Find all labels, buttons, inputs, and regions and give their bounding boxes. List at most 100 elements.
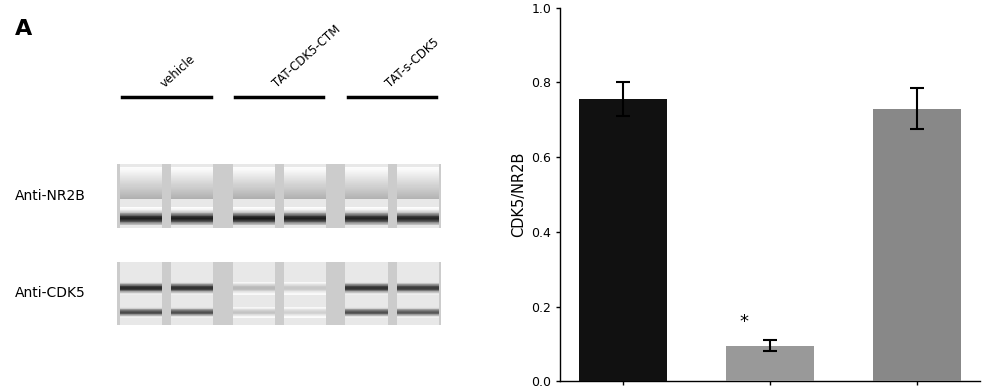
Bar xyxy=(171,289,213,290)
Bar xyxy=(233,207,275,208)
Bar xyxy=(171,286,213,287)
Bar xyxy=(120,311,162,312)
Bar xyxy=(284,172,326,173)
Bar xyxy=(284,291,326,292)
Bar xyxy=(873,109,961,381)
Bar xyxy=(345,216,388,217)
Bar xyxy=(171,286,213,287)
Bar xyxy=(397,223,439,224)
Bar xyxy=(233,183,275,184)
Bar xyxy=(120,286,162,287)
Bar xyxy=(397,220,439,221)
Bar xyxy=(171,210,213,211)
Bar xyxy=(345,286,388,287)
Bar xyxy=(171,211,213,212)
Bar xyxy=(397,172,439,173)
Bar xyxy=(284,217,326,218)
Bar xyxy=(171,283,213,284)
Bar xyxy=(233,216,275,217)
Bar xyxy=(397,287,439,288)
Bar xyxy=(120,171,162,172)
Bar xyxy=(397,284,439,285)
Bar xyxy=(171,182,213,183)
Bar xyxy=(345,286,388,287)
Bar xyxy=(171,224,213,225)
Bar xyxy=(120,168,162,170)
Bar xyxy=(233,176,275,177)
Bar xyxy=(120,209,162,210)
Bar xyxy=(345,224,388,225)
Bar xyxy=(397,192,439,193)
Bar xyxy=(233,215,275,216)
Bar xyxy=(233,286,275,287)
Bar xyxy=(284,213,326,214)
Bar xyxy=(284,193,326,194)
Bar xyxy=(171,176,213,177)
Bar xyxy=(120,194,162,195)
Bar xyxy=(345,196,388,197)
Bar xyxy=(120,315,162,316)
Bar xyxy=(120,187,162,189)
Bar xyxy=(233,214,275,215)
Bar xyxy=(171,186,213,187)
Bar xyxy=(345,168,388,170)
Bar xyxy=(233,310,275,311)
Bar xyxy=(284,286,326,287)
Bar xyxy=(345,218,388,219)
Bar xyxy=(397,214,439,215)
Bar xyxy=(171,221,213,222)
Bar xyxy=(284,195,326,196)
Bar xyxy=(345,291,388,292)
Bar xyxy=(397,197,439,198)
Bar xyxy=(345,222,388,223)
Bar xyxy=(284,190,326,191)
Bar xyxy=(233,317,275,318)
Bar xyxy=(171,189,213,190)
Bar xyxy=(345,179,388,180)
Bar xyxy=(345,177,388,178)
Bar xyxy=(233,217,275,218)
Bar xyxy=(345,261,388,325)
Bar xyxy=(284,171,326,172)
Bar xyxy=(345,219,388,220)
Bar xyxy=(397,175,439,176)
Bar xyxy=(284,287,326,288)
Bar xyxy=(171,174,213,175)
Bar xyxy=(233,282,275,283)
Bar xyxy=(120,182,162,183)
Bar xyxy=(345,313,388,314)
Bar xyxy=(120,181,162,182)
Bar xyxy=(120,216,162,217)
Bar xyxy=(345,171,388,172)
Bar xyxy=(120,283,162,284)
Bar xyxy=(397,286,439,287)
Bar xyxy=(120,293,162,294)
Bar xyxy=(345,309,388,310)
Bar xyxy=(284,186,326,187)
Bar xyxy=(233,285,275,286)
Bar xyxy=(120,307,162,308)
Bar xyxy=(233,286,275,287)
Bar xyxy=(284,307,326,308)
Bar xyxy=(120,285,162,286)
Bar xyxy=(171,285,213,286)
Bar xyxy=(120,312,162,313)
Bar xyxy=(171,293,213,294)
Bar xyxy=(120,180,162,181)
Bar xyxy=(171,286,213,287)
Bar xyxy=(171,217,213,218)
Bar xyxy=(233,190,275,191)
Bar xyxy=(345,210,388,211)
Bar xyxy=(120,186,162,187)
Bar xyxy=(284,215,326,216)
Bar xyxy=(120,314,162,315)
Bar xyxy=(171,314,213,315)
Bar xyxy=(171,180,213,181)
Bar xyxy=(233,286,275,287)
Bar xyxy=(171,167,213,168)
Bar xyxy=(233,218,275,219)
Bar xyxy=(171,208,213,209)
Bar xyxy=(345,176,388,177)
Text: Anti-NR2B: Anti-NR2B xyxy=(15,189,86,203)
Bar xyxy=(171,192,213,193)
